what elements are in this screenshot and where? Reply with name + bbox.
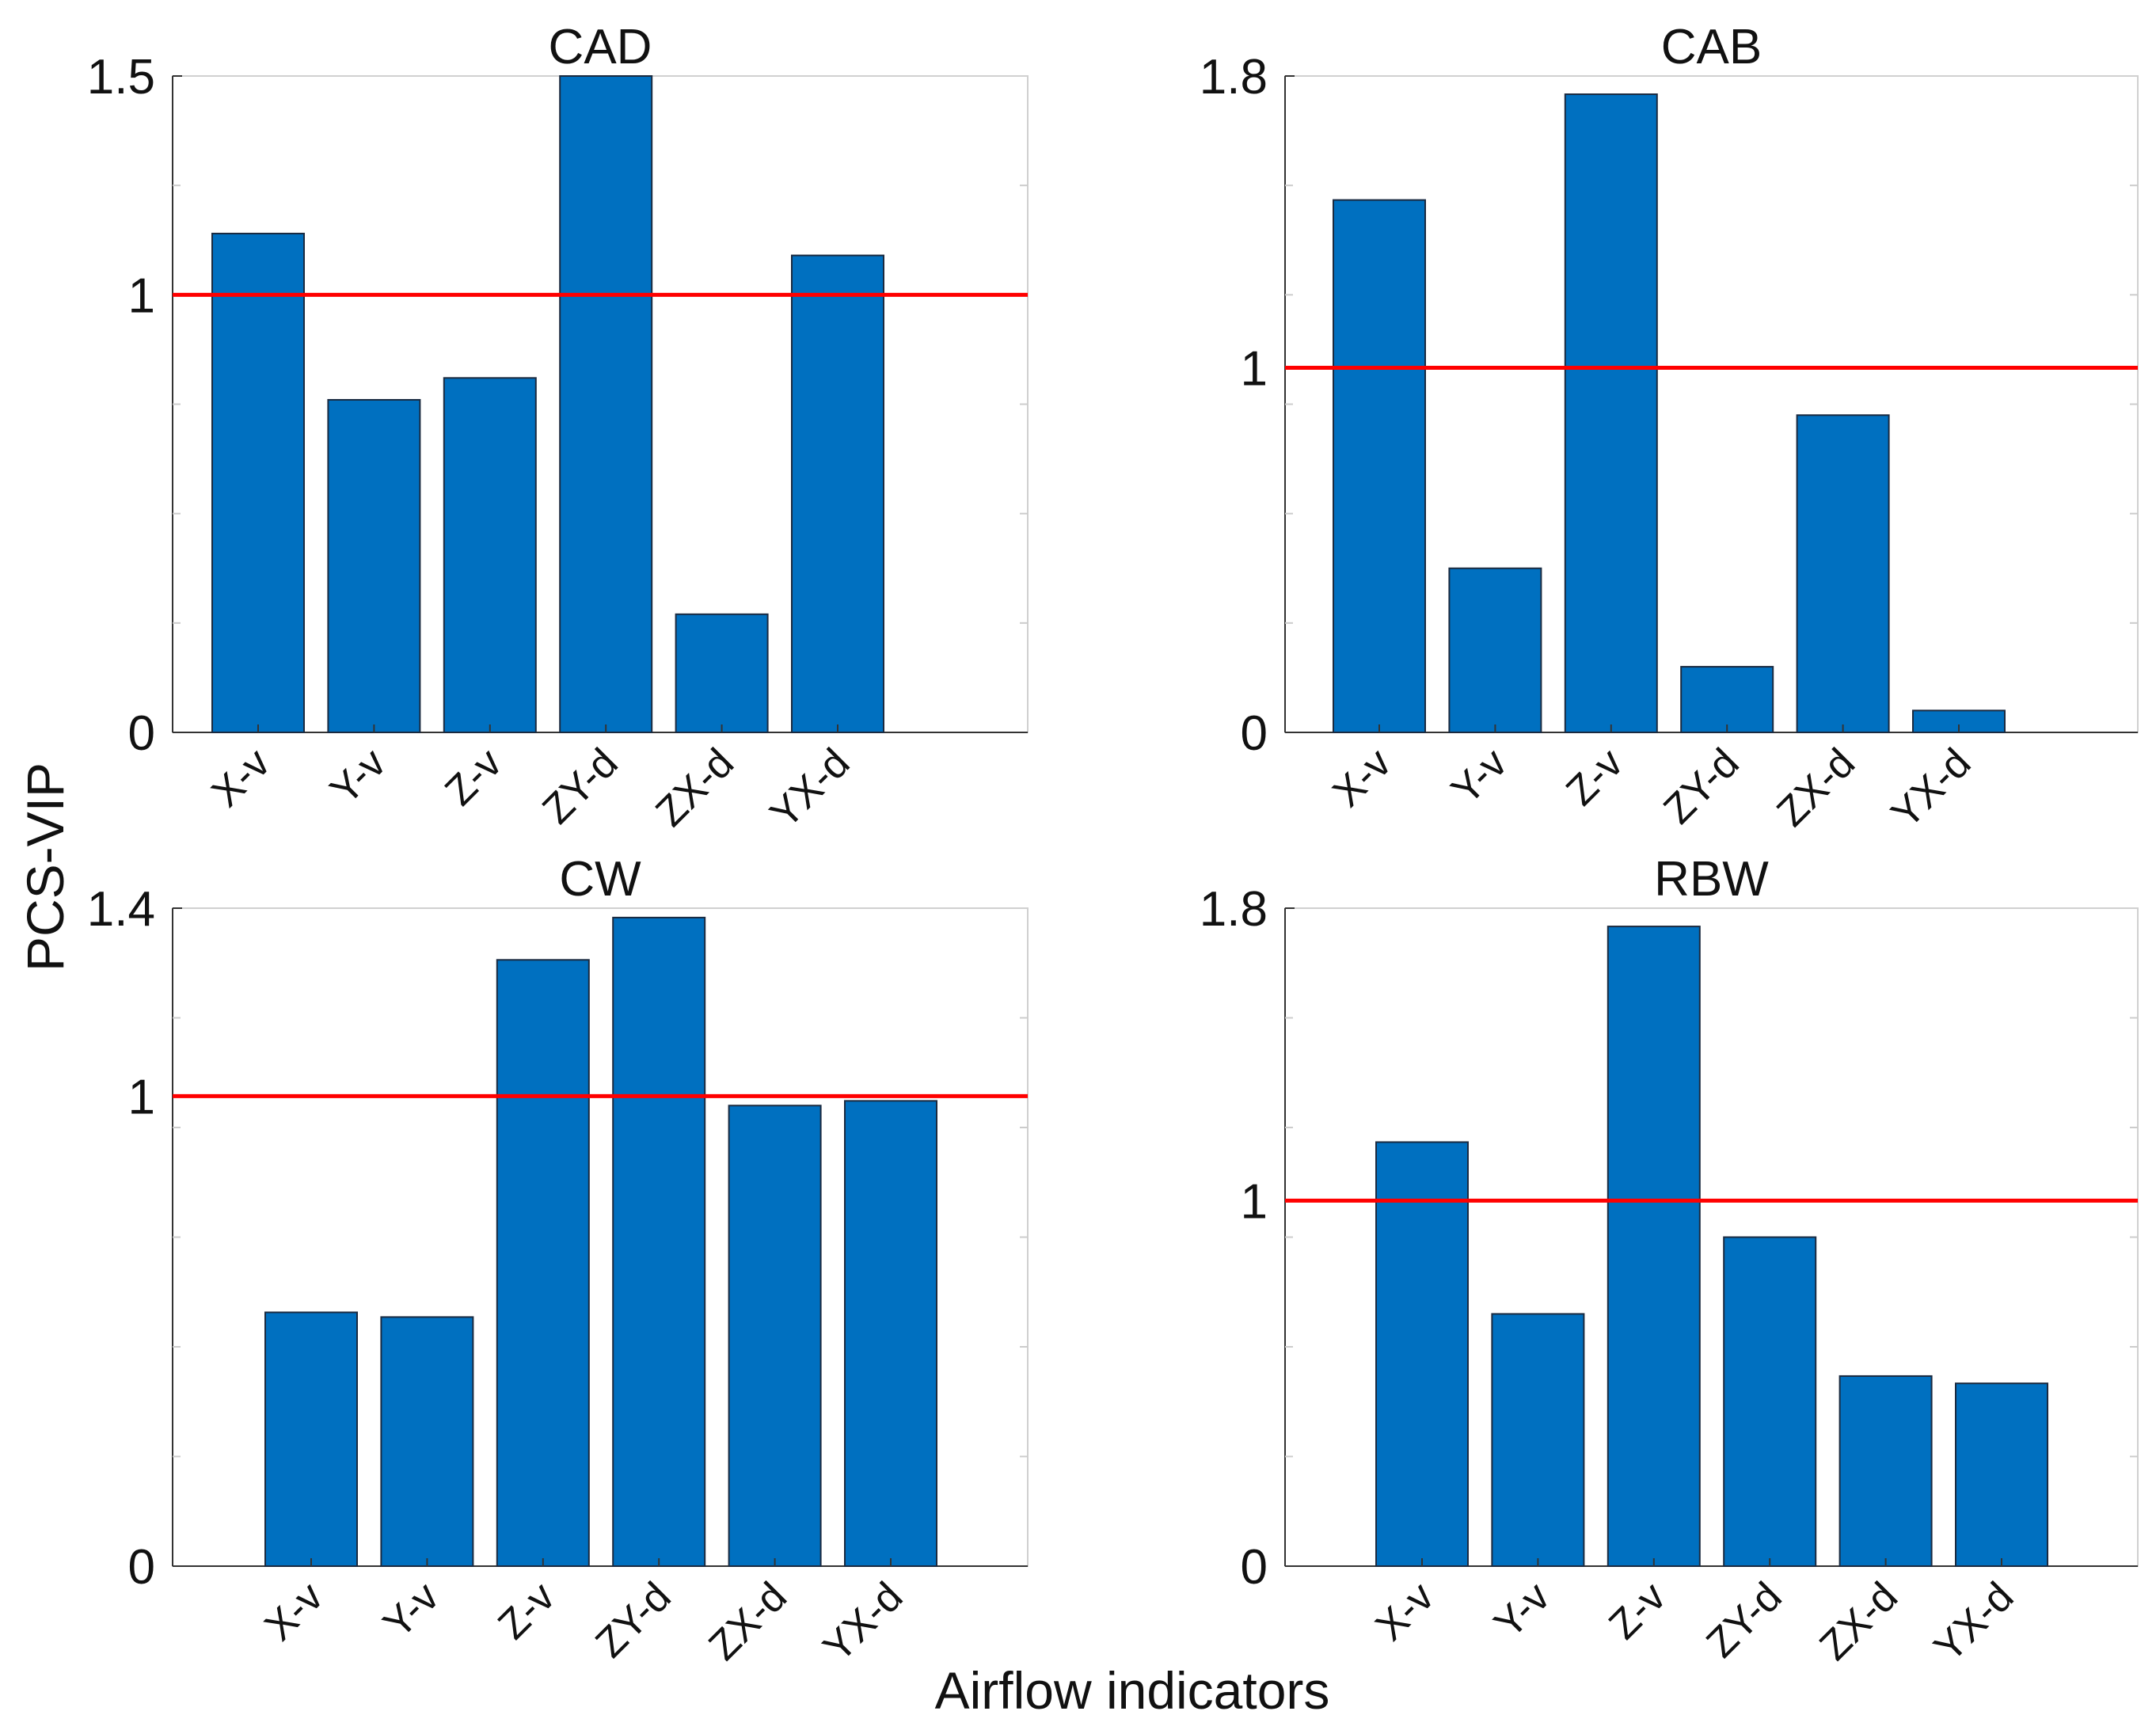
y-tick-label: 1	[1241, 1174, 1268, 1229]
bar	[327, 398, 421, 733]
x-tick-label: ZY-d	[1698, 1573, 1790, 1666]
x-tick-label: Z-v	[1600, 1573, 1675, 1648]
bar	[728, 1105, 822, 1568]
y-tick-label: 1	[128, 268, 155, 323]
y-tick-label: 1.8	[1200, 50, 1268, 105]
chart-title: CAD	[549, 20, 652, 74]
bar	[1333, 199, 1426, 734]
y-tick-label: 0	[128, 706, 155, 761]
chart-panel-cw: 0 1 1.4 X-v Y-v Z-v ZY-d ZX-d YX-d CW	[87, 852, 1029, 1671]
x-axis-title: Airflow indicators	[935, 1661, 1330, 1720]
x-tick-label: X-v	[1324, 740, 1400, 816]
bar	[1448, 567, 1542, 733]
y-axis-title: PCS-VIP	[16, 762, 74, 972]
x-tick-label: X-v	[256, 1573, 332, 1649]
x-tick-label: Z-v	[436, 740, 511, 814]
y-tick-label: 0	[1241, 1540, 1268, 1595]
bar	[675, 613, 769, 734]
x-tick-label: YX-d	[1883, 740, 1980, 837]
bar	[1564, 93, 1658, 734]
bar	[844, 1100, 937, 1567]
x-tick-label: Z-v	[489, 1573, 564, 1648]
x-tick-label: ZX-d	[700, 1573, 796, 1669]
y-tick-label: 1.8	[1200, 882, 1268, 937]
bar	[1955, 1382, 2048, 1567]
chart-title: CAB	[1661, 20, 1762, 74]
chart-title: RBW	[1654, 852, 1769, 907]
bar	[443, 377, 537, 733]
x-tick-label: ZX-d	[647, 740, 743, 835]
chart-panel-cab: 0 1 1.8 X-v Y-v Z-v ZY-d ZX-d YX-d CAB	[1200, 20, 2139, 837]
x-tick-label: ZY-d	[1655, 740, 1747, 832]
x-tick-label: Y-v	[1443, 740, 1516, 813]
x-tick-label: YX-d	[815, 1573, 912, 1671]
bar	[1607, 926, 1701, 1568]
x-tick-label: Y-v	[321, 740, 395, 813]
bar	[1838, 1375, 1933, 1568]
bar	[1491, 1313, 1585, 1567]
x-tick-label: YX-d	[1926, 1573, 2023, 1671]
x-tick-label: Y-v	[1485, 1573, 1559, 1647]
x-tick-label: ZY-d	[587, 1573, 679, 1666]
y-tick-label: 1.5	[87, 50, 155, 105]
x-tick-label: ZX-d	[1768, 740, 1864, 835]
bar	[496, 959, 590, 1567]
chart-title: CW	[559, 852, 641, 907]
bar	[264, 1311, 358, 1567]
bar	[1375, 1141, 1469, 1567]
x-tick-label: YX-d	[762, 740, 859, 837]
x-tick-label: X-v	[203, 740, 279, 816]
y-tick-label: 1	[128, 1070, 155, 1124]
y-tick-label: 1	[1241, 341, 1268, 396]
bar	[559, 75, 653, 733]
x-tick-label: Z-v	[1557, 740, 1632, 814]
y-tick-label: 1.4	[87, 882, 155, 937]
bar	[1680, 666, 1774, 733]
x-tick-label: ZX-d	[1811, 1573, 1907, 1669]
bar	[791, 254, 884, 733]
bar	[211, 232, 305, 733]
chart-panel-cad: 0 1 1.5 X-v Y-v Z-v ZY-d ZX-d YX-d CAD	[87, 20, 1029, 837]
bar	[1723, 1236, 1817, 1567]
bar	[380, 1316, 474, 1567]
x-tick-label: ZY-d	[534, 740, 626, 832]
bar	[1796, 414, 1890, 733]
bar	[612, 916, 706, 1568]
y-tick-label: 0	[1241, 706, 1268, 761]
y-tick-label: 0	[128, 1540, 155, 1595]
x-tick-label: X-v	[1367, 1573, 1443, 1649]
x-tick-label: Y-v	[375, 1573, 448, 1647]
chart-panel-rbw: 0 1 1.8 X-v Y-v Z-v ZY-d ZX-d YX-d RBW	[1200, 852, 2139, 1671]
